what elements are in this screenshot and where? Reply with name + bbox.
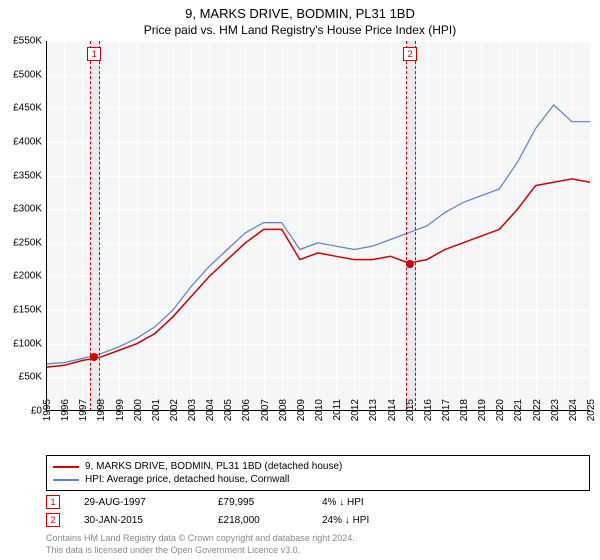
legend-label: 9, MARKS DRIVE, BODMIN, PL31 1BD (detach…	[85, 461, 342, 472]
y-tick-label: £500K	[0, 69, 42, 80]
x-tick-label: 2018	[459, 399, 470, 429]
x-tick-label: 2024	[568, 399, 579, 429]
legend-swatch	[53, 466, 79, 468]
y-tick-label: £550K	[0, 36, 42, 47]
x-tick-label: 2021	[513, 399, 524, 429]
x-tick-label: 1998	[96, 399, 107, 429]
legend-swatch	[53, 479, 79, 481]
x-tick-label: 2015	[405, 399, 416, 429]
x-tick-label: 2008	[278, 399, 289, 429]
line-chart-svg	[46, 41, 590, 411]
sale-row-price: £79,995	[218, 497, 298, 508]
sale-row-number: 1	[46, 495, 60, 509]
x-tick-label: 2020	[495, 399, 506, 429]
y-tick-label: £50K	[0, 372, 42, 383]
x-tick-label: 1999	[115, 399, 126, 429]
sale-row-delta: 24% ↓ HPI	[322, 515, 369, 526]
footer-line-1: Contains HM Land Registry data © Crown c…	[46, 533, 590, 545]
series-property	[46, 179, 590, 367]
chart-subtitle: Price paid vs. HM Land Registry's House …	[0, 21, 600, 41]
x-tick-label: 2009	[296, 399, 307, 429]
x-tick-label: 2001	[151, 399, 162, 429]
x-tick-label: 2016	[423, 399, 434, 429]
chart-area: 12 £0£50K£100K£150K£200K£250K£300K£350K£…	[46, 41, 590, 411]
x-tick-label: 2002	[169, 399, 180, 429]
legend-item: 9, MARKS DRIVE, BODMIN, PL31 1BD (detach…	[53, 460, 583, 473]
y-tick-label: £100K	[0, 338, 42, 349]
sale-row-date: 30-JAN-2015	[84, 515, 194, 526]
y-axis	[46, 41, 47, 411]
x-tick-label: 2007	[260, 399, 271, 429]
sale-marker-number: 1	[87, 47, 101, 61]
x-tick-label: 2013	[368, 399, 379, 429]
x-tick-label: 2012	[350, 399, 361, 429]
x-tick-label: 1996	[60, 399, 71, 429]
y-tick-label: £250K	[0, 237, 42, 248]
sale-row-number: 2	[46, 513, 60, 527]
sale-row-date: 29-AUG-1997	[84, 497, 194, 508]
y-tick-label: £350K	[0, 170, 42, 181]
x-tick-label: 2014	[387, 399, 398, 429]
sale-marker-dot	[406, 260, 414, 268]
x-tick-label: 1995	[42, 399, 53, 429]
sale-row-price: £218,000	[218, 515, 298, 526]
y-tick-label: £200K	[0, 271, 42, 282]
y-tick-label: £150K	[0, 305, 42, 316]
sale-marker-dot	[90, 353, 98, 361]
y-tick-label: £450K	[0, 103, 42, 114]
chart-title: 9, MARKS DRIVE, BODMIN, PL31 1BD	[0, 0, 600, 21]
x-tick-label: 2023	[550, 399, 561, 429]
sale-row: 1 29-AUG-1997 £79,995 4% ↓ HPI	[46, 495, 590, 509]
chart-container: 9, MARKS DRIVE, BODMIN, PL31 1BD Price p…	[0, 0, 600, 560]
legend: 9, MARKS DRIVE, BODMIN, PL31 1BD (detach…	[46, 455, 590, 491]
footer: Contains HM Land Registry data © Crown c…	[46, 533, 590, 556]
x-tick-label: 2004	[205, 399, 216, 429]
x-tick-label: 2005	[223, 399, 234, 429]
y-tick-label: £300K	[0, 204, 42, 215]
x-tick-label: 2017	[441, 399, 452, 429]
x-tick-label: 2025	[586, 399, 597, 429]
legend-item: HPI: Average price, detached house, Corn…	[53, 473, 583, 486]
x-tick-label: 2003	[187, 399, 198, 429]
x-tick-label: 2010	[314, 399, 325, 429]
y-tick-label: £0	[0, 406, 42, 417]
sale-marker-band	[406, 41, 416, 411]
sale-marker-number: 2	[403, 47, 417, 61]
sale-row: 2 30-JAN-2015 £218,000 24% ↓ HPI	[46, 513, 590, 527]
x-tick-label: 2019	[477, 399, 488, 429]
legend-label: HPI: Average price, detached house, Corn…	[85, 474, 289, 485]
footer-line-2: This data is licensed under the Open Gov…	[46, 545, 590, 557]
x-tick-label: 1997	[78, 399, 89, 429]
x-tick-label: 2000	[133, 399, 144, 429]
series-hpi	[46, 105, 590, 364]
x-tick-label: 2006	[241, 399, 252, 429]
sale-row-delta: 4% ↓ HPI	[322, 497, 364, 508]
y-tick-label: £400K	[0, 136, 42, 147]
x-tick-label: 2022	[532, 399, 543, 429]
x-tick-label: 2011	[332, 399, 343, 429]
